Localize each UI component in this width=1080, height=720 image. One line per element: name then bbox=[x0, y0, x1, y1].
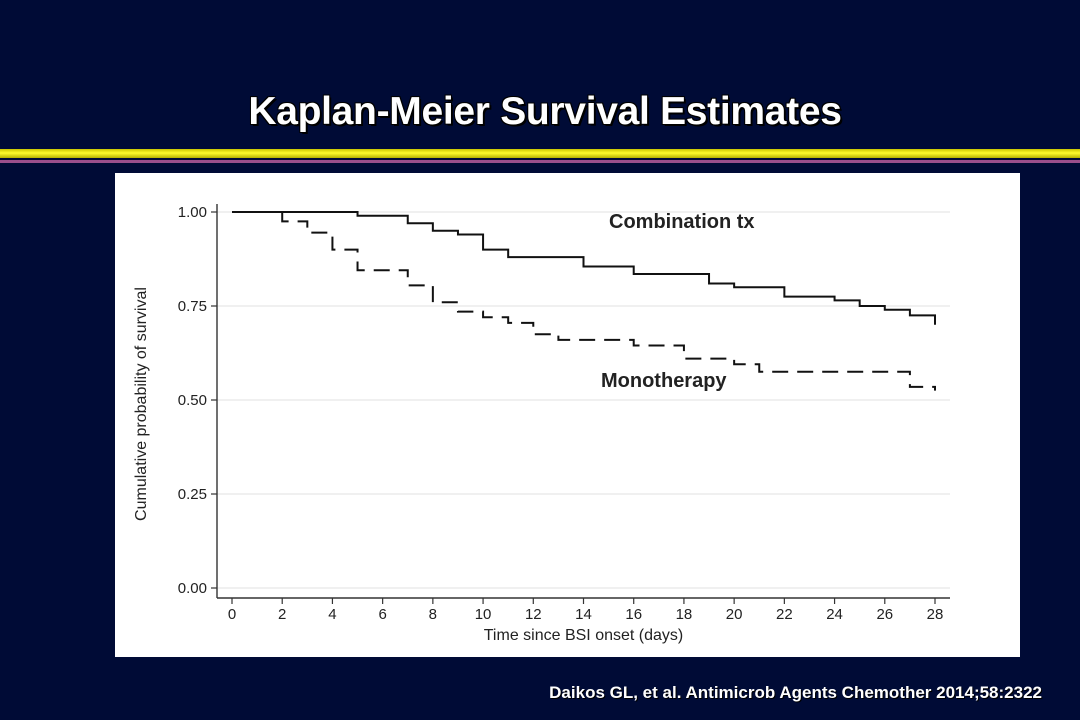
x-tick-label: 8 bbox=[429, 606, 437, 623]
x-tick-label: 6 bbox=[378, 606, 386, 623]
x-axis-title: Time since BSI onset (days) bbox=[484, 627, 683, 644]
citation: Daikos GL, et al. Antimicrob Agents Chem… bbox=[549, 683, 1042, 702]
grid-lines bbox=[217, 211, 950, 589]
km-plot-panel: 0.00 0.25 0.50 0.75 1.00 0 2 4 6 8 10 12 14 16 18 20 22 2… bbox=[115, 173, 1020, 657]
slide-title: Kaplan-Meier Survival Estimates bbox=[248, 90, 842, 133]
title-underline-bar bbox=[0, 149, 1080, 158]
x-tick-label: 26 bbox=[876, 606, 893, 623]
x-tick-label: 28 bbox=[927, 606, 944, 623]
y-tick-label: 0.25 bbox=[178, 486, 207, 503]
x-tick-label: 18 bbox=[676, 606, 693, 623]
km-survival-chart: 0.000.250.500.751.000 2 4 6 8 10 12 14 16 18 20 22 2… bbox=[133, 204, 950, 644]
combination-tx-curve bbox=[232, 211, 936, 325]
x-tick-label: 22 bbox=[776, 606, 793, 623]
x-tick-label: 14 bbox=[575, 606, 592, 623]
title-underline-accent bbox=[0, 160, 1080, 163]
tick-labels: 0.000.250.500.751.000 2 4 6 8 10 12 14 16 18 20 22 2… bbox=[178, 204, 944, 623]
x-tick-label: 12 bbox=[525, 606, 542, 623]
series-label-combination: Combination tx bbox=[609, 211, 755, 233]
x-tick-label: 16 bbox=[625, 606, 642, 623]
y-axis-title: Cumulative probability of survival bbox=[133, 287, 150, 521]
x-tick-label: 0 bbox=[228, 606, 236, 623]
x-tick-label: 4 bbox=[328, 606, 336, 623]
survival-curves bbox=[232, 211, 936, 391]
y-tick-label: 0.50 bbox=[178, 392, 207, 409]
x-tick-label: 2 bbox=[278, 606, 286, 623]
x-tick-label: 24 bbox=[826, 606, 843, 623]
x-tick-label: 20 bbox=[726, 606, 743, 623]
y-tick-label: 0.00 bbox=[178, 580, 207, 597]
y-tick-label: 1.00 bbox=[178, 204, 207, 221]
y-tick-label: 0.75 bbox=[178, 298, 207, 315]
monotherapy-curve bbox=[232, 211, 936, 391]
x-tick-label: 10 bbox=[475, 606, 492, 623]
axes bbox=[211, 204, 950, 604]
series-label-monotherapy: Monotherapy bbox=[601, 370, 727, 392]
